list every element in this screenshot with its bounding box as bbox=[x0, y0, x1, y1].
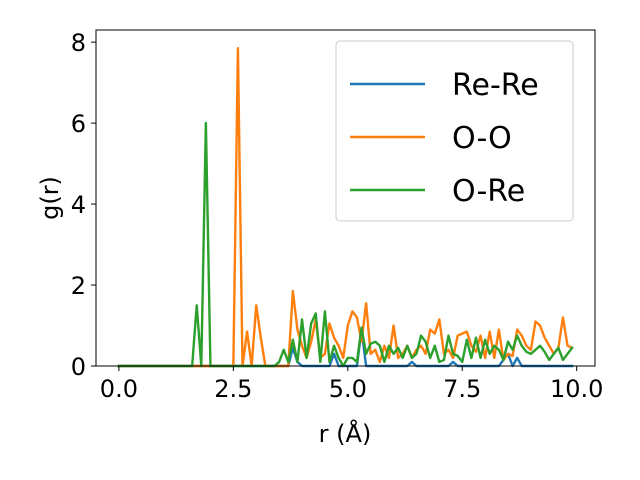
x-tick-label: 2.5 bbox=[214, 375, 252, 403]
x-axis: 0.0 2.5 5.0 7.5 10.0 bbox=[100, 366, 603, 403]
legend-box bbox=[335, 40, 574, 222]
x-tick-label: 7.5 bbox=[443, 375, 481, 403]
y-tick-label: 8 bbox=[71, 29, 86, 57]
y-axis: 0 2 4 6 8 bbox=[71, 29, 96, 381]
series-line-re-re bbox=[117, 328, 574, 368]
legend-label-o-re: O-Re bbox=[452, 174, 525, 209]
y-tick-label: 6 bbox=[71, 110, 86, 138]
legend-label-o-o: O-O bbox=[452, 121, 512, 156]
y-axis-label: g(r) bbox=[36, 176, 64, 220]
legend-label-re-re: Re-Re bbox=[452, 68, 539, 103]
plot-frame bbox=[95, 29, 596, 367]
x-axis-label: r (Å) bbox=[319, 419, 372, 448]
x-tick-label: 0.0 bbox=[100, 375, 138, 403]
x-tick-label: 5.0 bbox=[329, 375, 367, 403]
series-line-o-re bbox=[117, 121, 574, 368]
y-tick-label: 4 bbox=[71, 191, 86, 219]
legend: Re-Re O-O O-Re bbox=[335, 40, 574, 222]
x-tick-label: 10.0 bbox=[550, 375, 603, 403]
y-tick-label: 2 bbox=[71, 272, 86, 300]
y-tick-label: 0 bbox=[71, 353, 86, 381]
